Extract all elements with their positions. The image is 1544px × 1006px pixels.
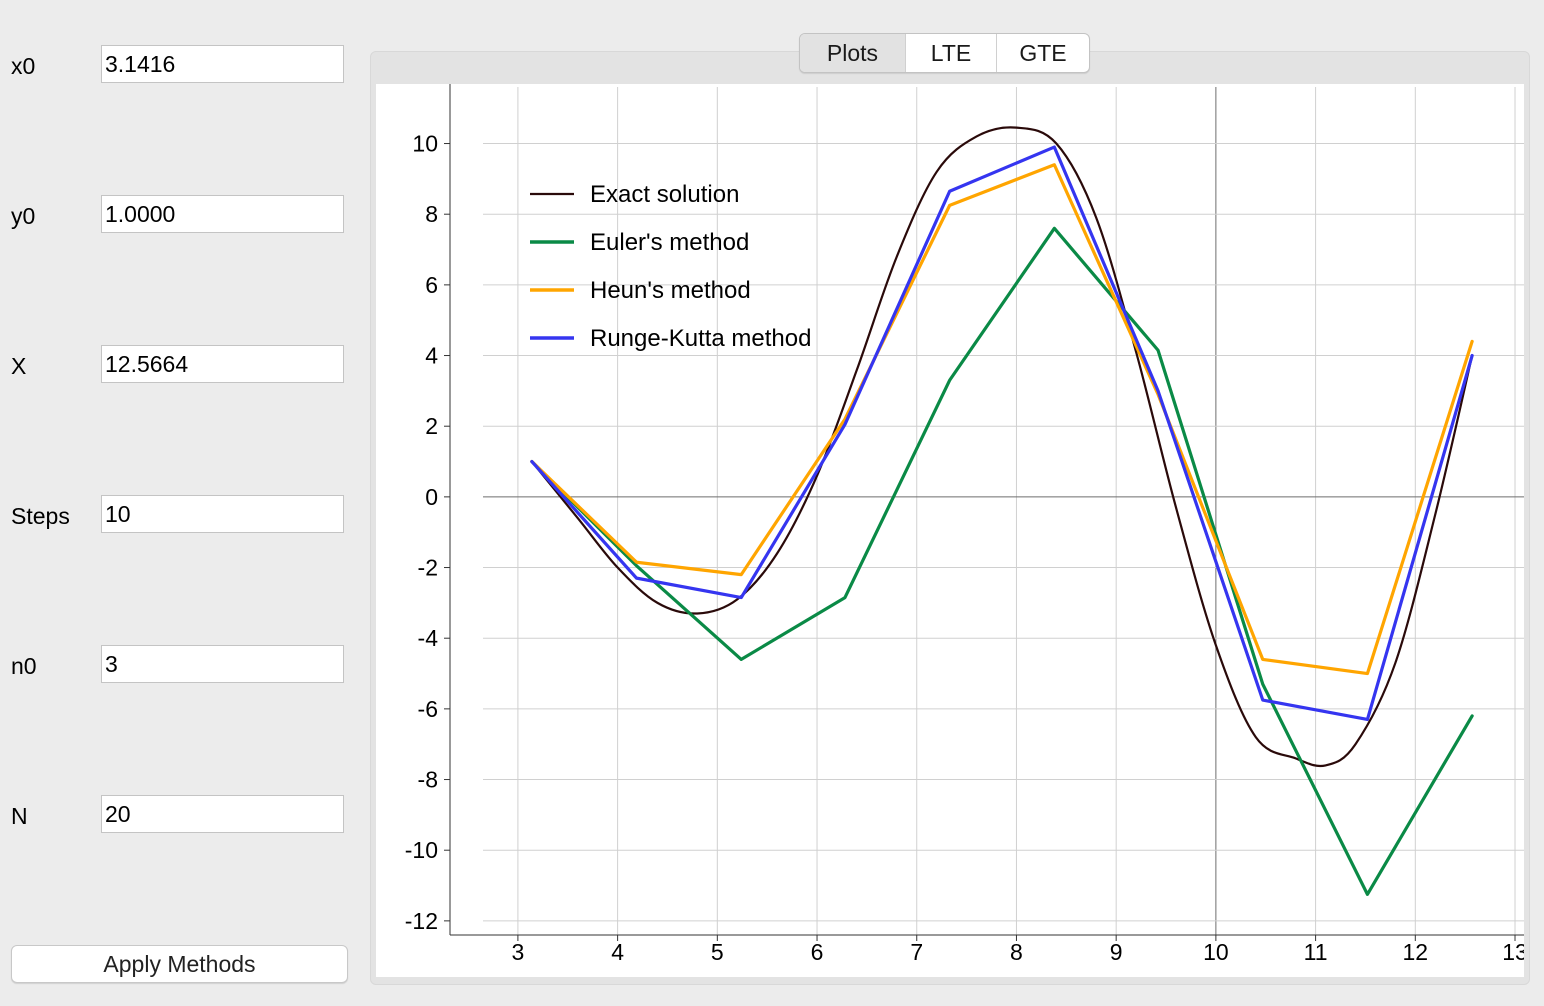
tab-lte[interactable]: LTE	[906, 34, 997, 72]
y-tick-label: 8	[425, 201, 438, 227]
y-tick-label: -8	[418, 767, 438, 793]
series-line-heun-s-method	[530, 163, 1474, 676]
n0-label: n0	[11, 653, 37, 679]
x0-label: x0	[11, 53, 36, 79]
x-tick-label: 9	[1110, 939, 1123, 965]
y-tick-label: 4	[425, 343, 438, 369]
x-tick-label: 5	[711, 939, 724, 965]
tab-bar: Plots LTE GTE	[799, 33, 1090, 73]
x-tick-label: 7	[910, 939, 923, 965]
x-tick-label: 6	[811, 939, 824, 965]
y-tick-label: 10	[412, 131, 438, 157]
x-end-label: X	[11, 353, 27, 379]
steps-label: Steps	[11, 503, 70, 529]
n-field[interactable]	[101, 795, 344, 833]
line-chart[interactable]: 3 4 5 6 7 8 9 10 11 12 13 10 8 6 4 2 0 -2 -4 -6 -8 -10 -12 Exa…	[376, 84, 1524, 977]
n0-field[interactable]	[101, 645, 344, 683]
y0-label: y0	[11, 203, 36, 229]
apply-methods-button[interactable]: Apply Methods	[11, 945, 348, 983]
legend-label-runge-kutta-method: Runge-Kutta method	[590, 325, 811, 352]
x0-field[interactable]	[101, 45, 344, 83]
x-tick-label: 13	[1502, 939, 1524, 965]
legend-label-heun-s-method: Heun's method	[590, 277, 751, 304]
y-tick-label: 0	[425, 484, 438, 510]
y-tick-label: -6	[418, 696, 438, 722]
legend-label-exact-solution: Exact solution	[590, 181, 739, 208]
y-tick-label: -4	[418, 625, 439, 651]
y0-field[interactable]	[101, 195, 344, 233]
y-tick-label: -10	[405, 837, 438, 863]
x-tick-label: 4	[611, 939, 624, 965]
tab-gte[interactable]: GTE	[1019, 40, 1067, 66]
y-tick-label: 6	[425, 272, 438, 298]
y-tick-label: 2	[425, 413, 438, 439]
x-tick-label: 8	[1010, 939, 1023, 965]
series-line-runge-kutta-method	[530, 145, 1474, 722]
tab-plots[interactable]: Plots	[800, 34, 906, 72]
plot-area[interactable]: 3 4 5 6 7 8 9 10 11 12 13 10 8 6 4 2 0 -2 -4 -6 -8 -10 -12 Exa…	[376, 84, 1524, 977]
x-tick-label: 3	[512, 939, 525, 965]
y-tick-label: -2	[418, 555, 438, 581]
y-tick-label: -12	[405, 908, 438, 934]
x-tick-label: 10	[1203, 939, 1229, 965]
series-line-euler-s-method	[530, 226, 1474, 896]
x-tick-label: 12	[1403, 939, 1429, 965]
steps-field[interactable]	[101, 495, 344, 533]
x-tick-label: 11	[1304, 939, 1328, 965]
n-label: N	[11, 803, 28, 829]
x-end-field[interactable]	[101, 345, 344, 383]
legend-label-euler-s-method: Euler's method	[590, 229, 749, 256]
